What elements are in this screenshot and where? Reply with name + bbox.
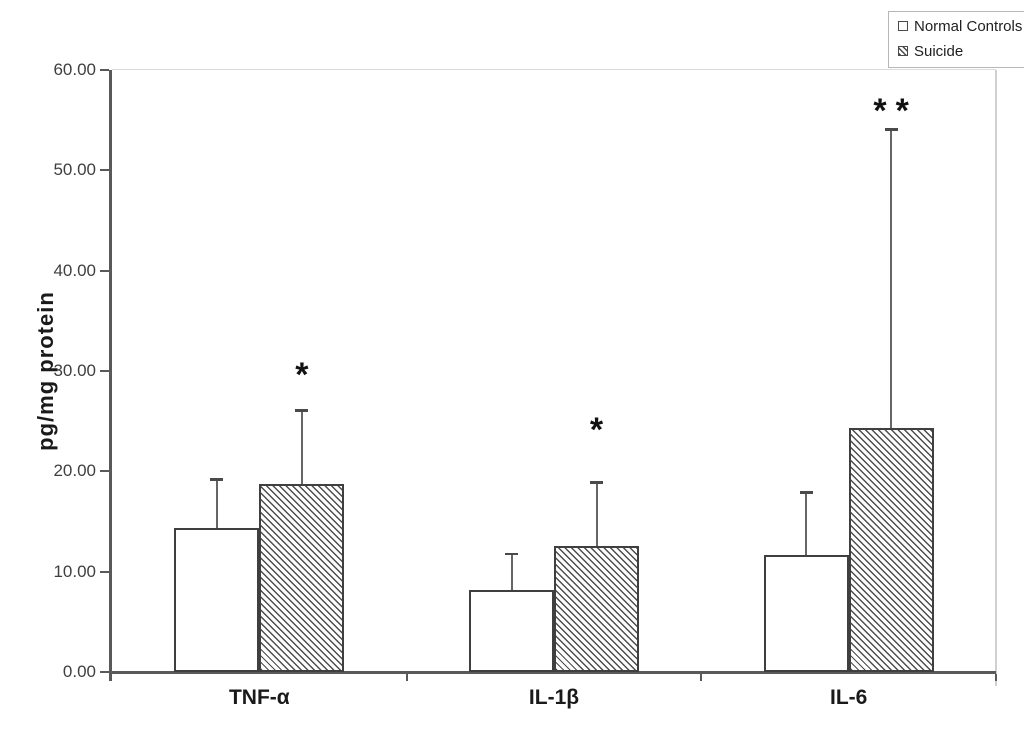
y-axis-tick-label: 30.00 <box>53 361 96 380</box>
significance-marker: * <box>589 411 604 450</box>
error-bar-line <box>215 479 218 528</box>
error-bar-cap <box>590 481 603 484</box>
y-axis-tick-label: 0.00 <box>62 662 96 681</box>
legend-item: Normal Controls <box>898 17 1023 35</box>
y-axis-tick <box>100 269 109 272</box>
error-bar-cap <box>505 552 518 556</box>
plot-area-right-border <box>995 70 997 686</box>
y-axis-tick-label: 40.00 <box>53 260 96 280</box>
legend: Normal Controls Suicide <box>888 11 1024 68</box>
suicide-bar <box>259 484 345 672</box>
error-bar-line <box>510 553 513 590</box>
legend-item: Suicide <box>898 42 964 60</box>
y-axis-tick-label: 10.00 <box>53 561 96 581</box>
legend-label: Suicide <box>914 42 964 60</box>
category-label: IL-6 <box>829 686 868 709</box>
significance-marker: ** <box>873 92 918 131</box>
y-axis-tick <box>100 570 109 573</box>
suicide-bar <box>848 428 934 672</box>
error-bar-line <box>805 492 808 555</box>
error-bar-cap <box>884 128 898 131</box>
error-bar-cap <box>799 491 813 494</box>
error-bar-line <box>300 410 303 485</box>
y-axis-tick <box>100 470 109 473</box>
y-axis-tick <box>100 69 109 71</box>
y-axis-tick-label: 50.00 <box>53 160 96 180</box>
y-axis-tick-label: 20.00 <box>53 461 96 481</box>
y-axis-tick-label: 60.00 <box>53 60 96 79</box>
y-axis-line <box>109 70 112 681</box>
x-axis-line <box>109 671 996 674</box>
x-axis-tick <box>700 674 703 681</box>
significance-marker: * <box>295 356 309 395</box>
open-square-icon <box>898 21 908 31</box>
legend-label: Normal Controls <box>914 17 1023 35</box>
error-bar-line <box>595 482 598 546</box>
error-bar-cap <box>210 478 224 481</box>
x-axis-tick <box>405 674 408 681</box>
plot-area-top-border <box>112 69 996 70</box>
y-axis-tick <box>100 370 109 372</box>
category-label: IL-1β <box>528 686 580 709</box>
category-label: TNF-α <box>228 686 290 709</box>
normal-controls-bar <box>763 554 849 672</box>
suicide-bar <box>554 545 639 672</box>
normal-controls-bar <box>174 527 260 672</box>
error-bar-line <box>890 129 893 429</box>
y-axis-tick <box>100 671 109 673</box>
x-axis-tick <box>995 674 997 681</box>
hatched-square-icon <box>898 46 908 56</box>
y-axis-tick <box>100 169 109 172</box>
error-bar-cap <box>295 409 309 412</box>
normal-controls-bar <box>469 589 554 672</box>
